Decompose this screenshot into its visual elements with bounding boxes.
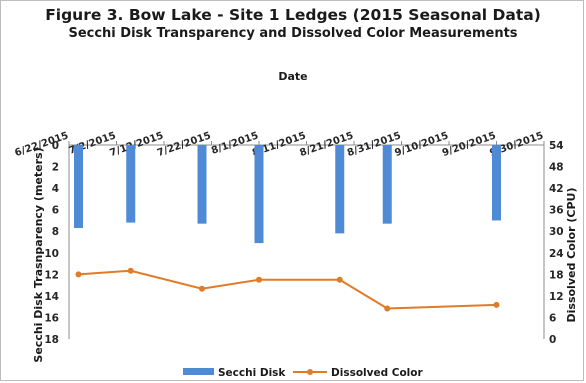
secchi-bar (254, 145, 264, 244)
y-tick-label: 14 (44, 291, 59, 303)
dissolved-color-point (256, 276, 262, 283)
y2-tick-label: 0 (549, 334, 556, 346)
secchi-bar (197, 145, 207, 224)
dissolved-color-point (493, 301, 500, 308)
legend-label-secchi: Secchi Disk (218, 367, 286, 379)
y-tick-label: 12 (44, 269, 59, 281)
secchi-bar (126, 145, 136, 223)
y2-tick-label: 18 (549, 269, 564, 281)
chart-subtitle: Secchi Disk Transparency and Dissolved C… (68, 26, 518, 41)
dissolved-color-point (336, 276, 343, 283)
y-axis-label: Secchi Disk Trasnparency (meters) (32, 147, 45, 362)
dissolved-color-point (75, 271, 82, 278)
x-axis-label: Date (278, 70, 307, 83)
legend-label-dissolved: Dissolved Color (331, 367, 423, 379)
y-tick-label: 2 (52, 162, 59, 174)
y-tick-label: 0 (52, 140, 59, 152)
y-tick-label: 8 (52, 226, 59, 238)
y2-tick-label: 6 (549, 312, 556, 324)
y-tick-label: 16 (44, 312, 59, 324)
dissolved-color-point (199, 285, 205, 292)
secchi-bar (335, 145, 345, 234)
secchi-bar (492, 145, 501, 221)
y2-tick-label: 48 (549, 162, 564, 174)
y2-tick-label: 24 (549, 248, 564, 260)
secchi-bar (74, 145, 83, 228)
dissolved-color-point (384, 305, 391, 312)
chart-marks (74, 145, 501, 312)
y-tick-label: 6 (52, 205, 59, 217)
secchi-bar (382, 145, 392, 224)
legend-marker-dissolved (307, 369, 313, 375)
y2-tick-label: 30 (549, 226, 564, 238)
y-tick-label: 4 (52, 183, 59, 195)
y-tick-label: 10 (44, 248, 59, 260)
axes: 6/22/20157/2/20157/12/20157/22/20158/1/2… (13, 130, 563, 346)
y2-tick-label: 54 (549, 140, 564, 152)
dissolved-color-point (127, 267, 134, 274)
y2-axis-label: Dissolved Color (CPU) (565, 188, 578, 323)
dissolved-color-line (78, 269, 497, 310)
chart-title: Figure 3. Bow Lake - Site 1 Ledges (2015… (45, 6, 541, 24)
legend: Secchi Disk Dissolved Color (183, 367, 423, 379)
y2-tick-label: 12 (549, 291, 564, 303)
y2-tick-label: 36 (549, 205, 564, 217)
y2-tick-label: 42 (549, 183, 564, 195)
legend-swatch-secchi (183, 368, 214, 375)
y-tick-label: 18 (44, 334, 59, 346)
